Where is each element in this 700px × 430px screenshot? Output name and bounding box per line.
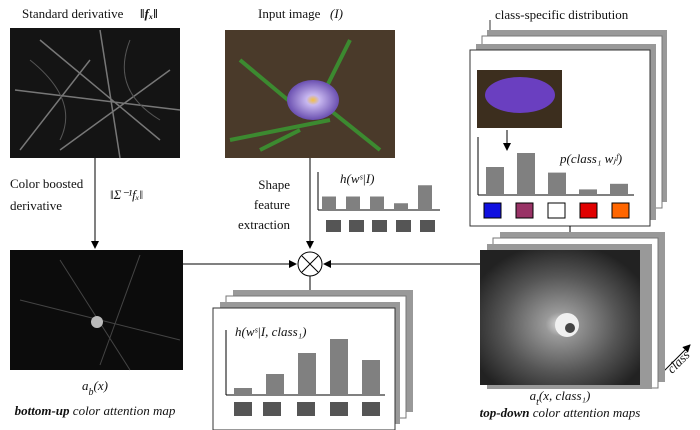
class-panels bbox=[469, 20, 667, 227]
symbol-part: (x, class₁) bbox=[539, 388, 590, 403]
label: Color boosted bbox=[10, 176, 84, 191]
symbol-part: a bbox=[82, 378, 89, 393]
bar bbox=[548, 172, 566, 195]
label: Standard derivative bbox=[22, 6, 124, 21]
swatch bbox=[611, 202, 630, 219]
bar bbox=[234, 388, 252, 395]
label: derivative bbox=[10, 198, 62, 213]
symbol-part: b bbox=[89, 387, 94, 398]
symbol: at(x, class₁) bbox=[530, 388, 591, 408]
math: h(wˢ|I, class₁) bbox=[235, 324, 307, 339]
swatch bbox=[579, 202, 598, 219]
derivative-image bbox=[10, 28, 181, 159]
math: ‖fₓ‖ bbox=[140, 6, 158, 21]
label: feature bbox=[254, 197, 290, 212]
bar bbox=[517, 153, 535, 195]
bottom-up-map bbox=[10, 250, 183, 371]
math: (I) bbox=[330, 6, 343, 21]
bar bbox=[394, 203, 408, 210]
bar bbox=[298, 353, 316, 395]
math: ‖Σ⁻¹fₓ‖ bbox=[110, 187, 143, 202]
bar bbox=[266, 374, 284, 395]
caption: top-down color attention maps bbox=[480, 405, 641, 420]
bar bbox=[322, 196, 336, 210]
bar bbox=[418, 185, 432, 210]
swatch bbox=[547, 202, 566, 219]
title: class-specific distribution bbox=[495, 7, 629, 22]
top-down-map bbox=[480, 232, 665, 389]
input-photo bbox=[225, 30, 395, 158]
caption-part: top-down bbox=[480, 405, 530, 420]
math: h(wˢ|I) bbox=[340, 171, 374, 186]
label: class bbox=[664, 347, 693, 376]
symbol-part: a bbox=[530, 388, 537, 403]
bar bbox=[610, 183, 628, 195]
label: extraction bbox=[238, 217, 290, 232]
bar bbox=[362, 360, 380, 395]
caption-part: color attention map bbox=[70, 403, 176, 418]
caption-part: color attention maps bbox=[529, 405, 640, 420]
bar bbox=[346, 196, 360, 210]
math: p(class₁ wⱼᶠ) bbox=[559, 151, 622, 166]
arrows bbox=[91, 158, 691, 381]
swatch bbox=[515, 202, 534, 219]
symbol-part: (x) bbox=[94, 378, 108, 393]
label: Shape bbox=[258, 177, 290, 192]
bar bbox=[330, 339, 348, 395]
symbol: ab(x) bbox=[82, 378, 108, 398]
bar bbox=[579, 189, 597, 195]
thumbnails bbox=[234, 220, 435, 416]
bar bbox=[370, 196, 384, 210]
caption-part: bottom-up bbox=[15, 403, 70, 418]
label: Input image bbox=[258, 6, 321, 21]
swatch bbox=[483, 202, 502, 219]
symbol-part: t bbox=[536, 397, 539, 408]
bar bbox=[486, 167, 504, 195]
caption: bottom-up color attention map bbox=[15, 403, 176, 418]
